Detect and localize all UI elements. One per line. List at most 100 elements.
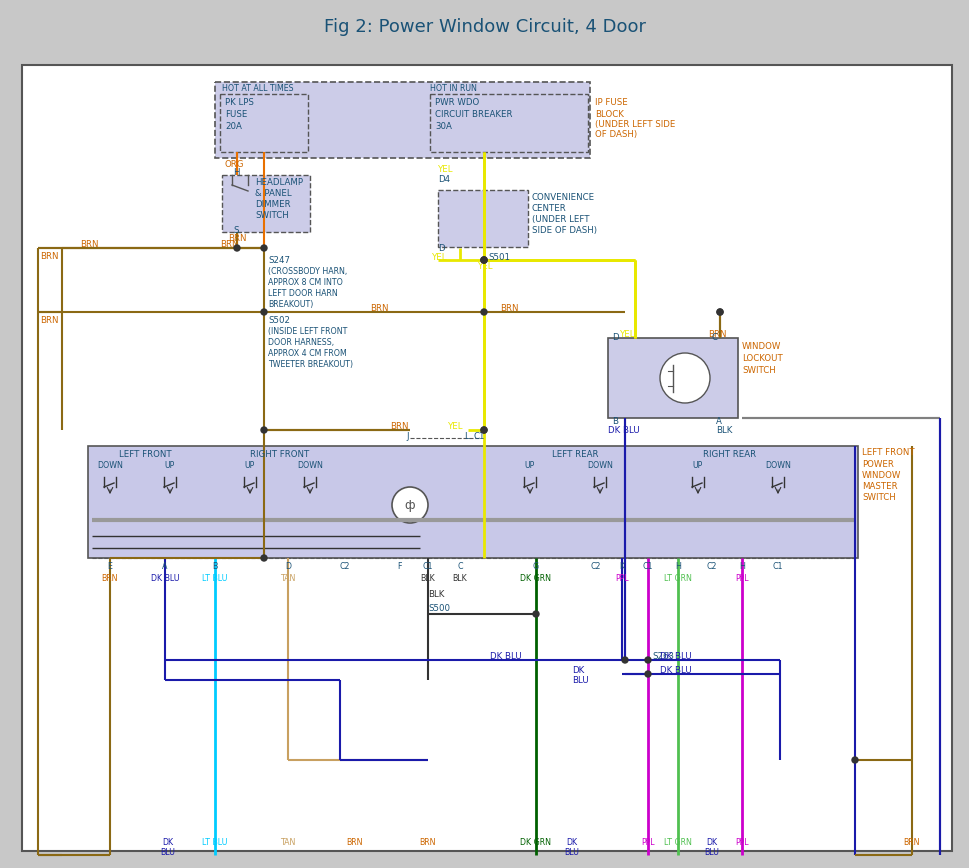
Bar xyxy=(608,338,737,418)
Text: BRN: BRN xyxy=(79,240,99,249)
Text: YEL: YEL xyxy=(619,330,635,339)
Text: BLK: BLK xyxy=(421,574,435,583)
Text: LEFT FRONT: LEFT FRONT xyxy=(118,450,172,459)
Circle shape xyxy=(391,487,427,523)
Text: WINDOW: WINDOW xyxy=(741,342,781,351)
Text: SWITCH: SWITCH xyxy=(741,366,775,375)
Text: PPL: PPL xyxy=(641,838,654,847)
Text: BRN: BRN xyxy=(220,240,238,249)
Text: C1: C1 xyxy=(422,562,433,571)
Text: RIGHT FRONT: RIGHT FRONT xyxy=(250,450,309,459)
Text: C1: C1 xyxy=(474,432,485,441)
Text: YEL: YEL xyxy=(438,165,453,174)
Text: DOWN: DOWN xyxy=(586,461,612,470)
Circle shape xyxy=(659,353,709,403)
Circle shape xyxy=(481,309,486,315)
Text: G: G xyxy=(532,562,539,571)
Text: (UNDER LEFT SIDE: (UNDER LEFT SIDE xyxy=(594,120,674,129)
Circle shape xyxy=(261,309,266,315)
Text: LEFT REAR: LEFT REAR xyxy=(551,450,598,459)
Text: 30A: 30A xyxy=(434,122,452,131)
Text: PK LPS: PK LPS xyxy=(225,98,254,107)
Text: S247: S247 xyxy=(267,256,290,265)
Text: DK
BLU: DK BLU xyxy=(564,838,578,858)
Text: 20A: 20A xyxy=(225,122,241,131)
Text: LT GRN: LT GRN xyxy=(664,574,691,583)
Text: UP: UP xyxy=(244,461,255,470)
Text: D: D xyxy=(438,244,444,253)
Text: (CROSSBODY HARN,: (CROSSBODY HARN, xyxy=(267,267,347,276)
Text: APPROX 8 CM INTO: APPROX 8 CM INTO xyxy=(267,278,342,287)
Text: OF DASH): OF DASH) xyxy=(594,130,637,139)
Text: LEFT FRONT: LEFT FRONT xyxy=(861,448,914,457)
Text: Fig 2: Power Window Circuit, 4 Door: Fig 2: Power Window Circuit, 4 Door xyxy=(324,18,645,36)
Circle shape xyxy=(644,671,650,677)
Text: BRN: BRN xyxy=(40,316,58,325)
Text: L: L xyxy=(463,432,468,441)
Text: YEL: YEL xyxy=(431,253,447,262)
Text: BRN: BRN xyxy=(499,304,518,313)
Text: DK BLU: DK BLU xyxy=(489,652,521,661)
Text: BRN: BRN xyxy=(390,422,408,431)
Text: C2: C2 xyxy=(706,562,716,571)
Text: D: D xyxy=(285,562,291,571)
Text: BRN: BRN xyxy=(707,330,726,339)
Text: CENTER: CENTER xyxy=(531,204,566,213)
Text: SIDE OF DASH): SIDE OF DASH) xyxy=(531,226,596,235)
Text: APPROX 4 CM FROM: APPROX 4 CM FROM xyxy=(267,349,346,358)
Text: D4: D4 xyxy=(438,175,450,184)
Text: S: S xyxy=(233,226,238,235)
Text: DIMMER: DIMMER xyxy=(255,200,291,209)
Text: HEADLAMP: HEADLAMP xyxy=(255,178,302,187)
Text: A: A xyxy=(162,562,168,571)
Text: DK
BLU: DK BLU xyxy=(161,838,175,858)
Text: C: C xyxy=(456,562,462,571)
Text: F: F xyxy=(397,562,402,571)
Text: PPL: PPL xyxy=(735,574,748,583)
Text: DK GRN: DK GRN xyxy=(520,838,551,847)
Text: BREAKOUT): BREAKOUT) xyxy=(267,300,313,309)
Circle shape xyxy=(851,757,858,763)
Text: S502: S502 xyxy=(267,316,290,325)
Text: CONVENIENCE: CONVENIENCE xyxy=(531,193,595,202)
Text: E: E xyxy=(108,562,112,571)
Text: (INSIDE LEFT FRONT: (INSIDE LEFT FRONT xyxy=(267,327,347,336)
Circle shape xyxy=(716,309,722,315)
Text: BLK: BLK xyxy=(453,574,467,583)
Circle shape xyxy=(481,257,486,263)
Bar xyxy=(438,190,527,247)
Text: D: D xyxy=(611,333,618,342)
Text: IP FUSE: IP FUSE xyxy=(594,98,627,107)
Text: DK
BLU: DK BLU xyxy=(572,666,588,686)
Text: H: H xyxy=(738,562,744,571)
Text: DK BLU: DK BLU xyxy=(150,574,179,583)
Text: C2: C2 xyxy=(590,562,601,571)
Text: ORG: ORG xyxy=(225,160,244,169)
Text: FUSE: FUSE xyxy=(225,110,247,119)
Text: C: C xyxy=(711,333,717,342)
Circle shape xyxy=(481,257,486,263)
Text: S501: S501 xyxy=(487,253,510,262)
Bar xyxy=(429,94,587,152)
Text: SWITCH: SWITCH xyxy=(255,211,289,220)
Circle shape xyxy=(234,245,239,251)
Text: C1: C1 xyxy=(772,562,782,571)
Text: TAN: TAN xyxy=(280,574,296,583)
Text: H: H xyxy=(233,168,239,177)
Text: LT GRN: LT GRN xyxy=(664,838,691,847)
Text: TWEETER BREAKOUT): TWEETER BREAKOUT) xyxy=(267,360,353,369)
Circle shape xyxy=(621,657,627,663)
Bar xyxy=(88,446,858,558)
Text: YEL: YEL xyxy=(448,422,463,431)
Text: RIGHT REAR: RIGHT REAR xyxy=(703,450,756,459)
Text: TAN: TAN xyxy=(280,838,296,847)
Text: BLK: BLK xyxy=(715,426,732,435)
Text: PPL: PPL xyxy=(735,838,748,847)
Text: ф: ф xyxy=(404,498,415,511)
Circle shape xyxy=(716,309,722,315)
Circle shape xyxy=(532,611,539,617)
Text: DK BLU: DK BLU xyxy=(659,652,691,661)
Text: HOT AT ALL TIMES: HOT AT ALL TIMES xyxy=(222,84,294,93)
Text: DK BLU: DK BLU xyxy=(659,666,691,675)
Text: HOT IN RUN: HOT IN RUN xyxy=(429,84,477,93)
